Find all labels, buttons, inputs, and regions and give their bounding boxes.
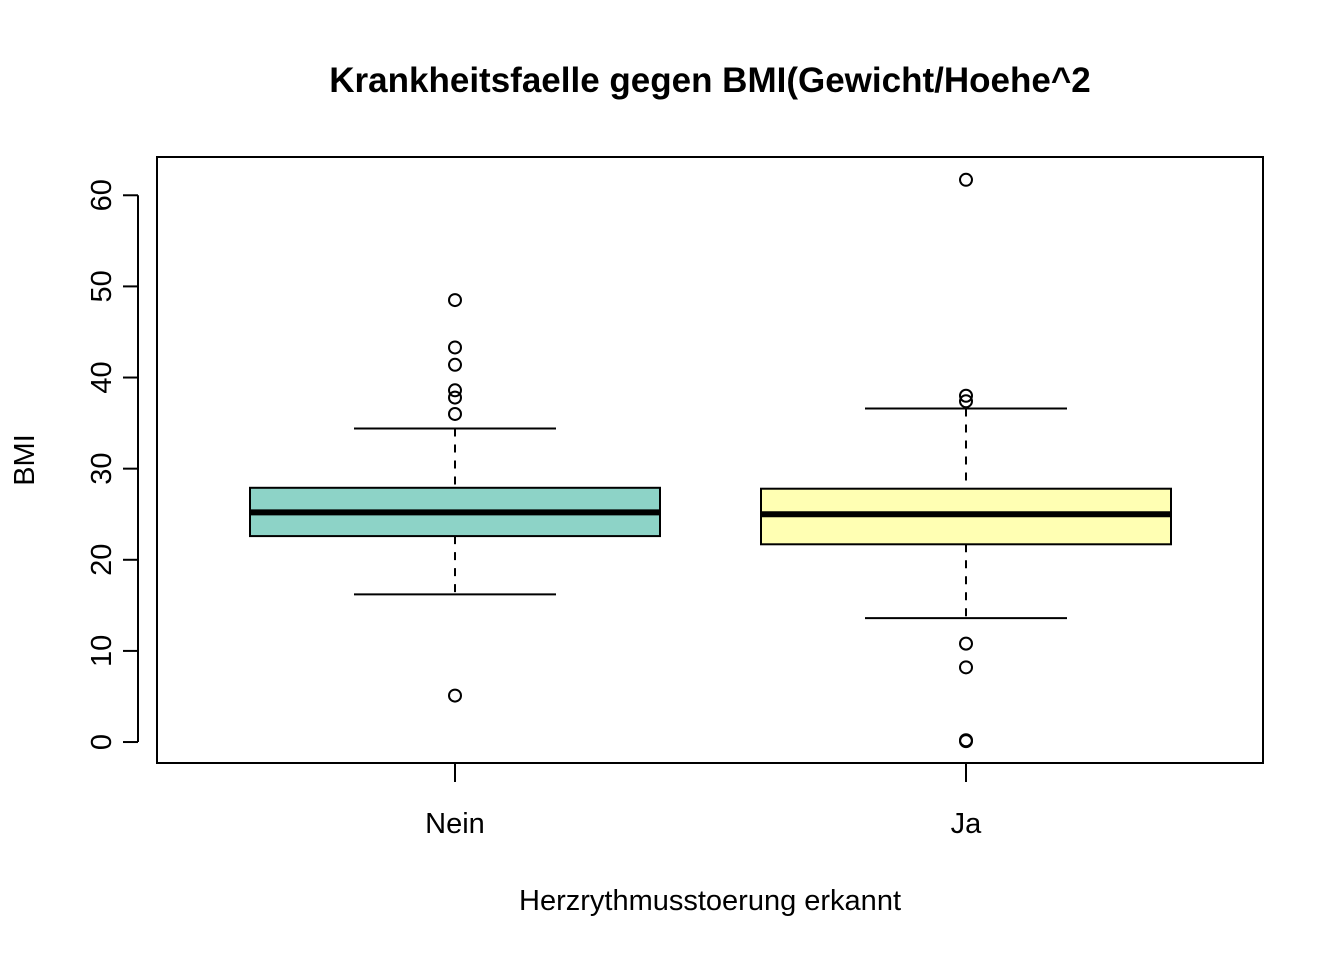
outlier-point bbox=[448, 357, 462, 372]
outlier-point bbox=[959, 388, 973, 403]
plot-frame bbox=[156, 156, 1264, 764]
x-tick-label: Nein bbox=[425, 808, 485, 840]
outlier-point bbox=[959, 172, 973, 187]
y-axis-label: BMI bbox=[9, 434, 41, 486]
box-ja bbox=[760, 172, 1172, 749]
y-axis: 0 10 20 30 40 50 60 bbox=[86, 179, 139, 750]
boxes bbox=[249, 172, 1172, 749]
y-tick-label: 40 bbox=[86, 361, 118, 393]
outlier-point bbox=[448, 340, 462, 355]
x-tick-label: Ja bbox=[951, 808, 983, 840]
outlier-point bbox=[959, 394, 973, 409]
chart-title: Krankheitsfaelle gegen BMI(Gewicht/Hoehe… bbox=[329, 61, 1090, 100]
box-nein bbox=[249, 293, 661, 703]
outlier-point bbox=[448, 293, 462, 308]
outlier-point bbox=[448, 406, 462, 421]
x-axis-label: Herzrythmusstoerung erkannt bbox=[519, 885, 901, 917]
y-tick-label: 30 bbox=[86, 453, 118, 485]
outlier-point bbox=[959, 636, 973, 651]
outlier-point bbox=[448, 688, 462, 703]
outlier-point bbox=[448, 390, 462, 405]
y-tick-label: 10 bbox=[86, 635, 118, 667]
outlier-point bbox=[959, 660, 973, 675]
x-axis: Nein Ja bbox=[425, 763, 982, 840]
y-tick-label: 60 bbox=[86, 179, 118, 211]
y-tick-label: 20 bbox=[86, 544, 118, 576]
y-tick-label: 0 bbox=[86, 734, 118, 750]
outlier-point bbox=[959, 734, 973, 749]
outlier-point bbox=[448, 383, 462, 398]
y-tick-label: 50 bbox=[86, 270, 118, 302]
